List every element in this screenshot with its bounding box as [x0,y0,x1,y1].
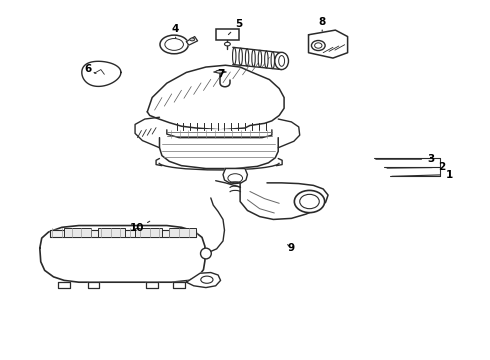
Text: 5: 5 [228,19,243,35]
Polygon shape [82,61,121,86]
Polygon shape [173,282,185,288]
Text: 1: 1 [392,170,453,180]
Polygon shape [88,282,99,288]
Bar [169,228,196,237]
Text: 4: 4 [172,24,179,38]
Ellipse shape [165,39,183,50]
Ellipse shape [200,248,211,259]
Polygon shape [135,117,159,148]
Ellipse shape [224,42,230,46]
Polygon shape [186,273,220,288]
Ellipse shape [300,194,319,209]
Ellipse shape [275,52,289,69]
Ellipse shape [265,51,268,68]
Bar [64,228,91,237]
Ellipse shape [258,50,262,67]
Polygon shape [159,138,278,168]
Text: 2: 2 [387,162,445,172]
Bar [98,228,125,237]
Ellipse shape [233,48,236,65]
Bar [216,29,239,40]
Bar [135,228,162,237]
Ellipse shape [252,50,255,67]
Ellipse shape [216,70,224,73]
Text: 7: 7 [217,69,224,79]
Polygon shape [223,168,247,184]
Polygon shape [186,37,197,45]
Ellipse shape [271,52,274,69]
Ellipse shape [201,276,213,283]
Ellipse shape [315,43,322,48]
Polygon shape [49,230,196,237]
Ellipse shape [294,190,325,213]
Polygon shape [309,30,347,58]
Text: 6: 6 [84,64,96,74]
Ellipse shape [245,49,249,66]
Text: 8: 8 [318,17,326,31]
Ellipse shape [312,41,325,50]
Polygon shape [167,130,272,138]
Ellipse shape [190,38,195,41]
Polygon shape [40,226,205,282]
Ellipse shape [239,48,243,65]
Polygon shape [58,282,70,288]
Ellipse shape [160,35,188,54]
Text: 3: 3 [376,154,434,164]
Ellipse shape [277,53,281,69]
Ellipse shape [228,174,243,183]
Polygon shape [278,119,300,148]
Polygon shape [147,65,284,130]
Text: 9: 9 [288,243,295,253]
Text: 10: 10 [130,221,150,233]
Polygon shape [147,282,158,288]
Polygon shape [240,183,328,220]
Ellipse shape [279,55,285,66]
